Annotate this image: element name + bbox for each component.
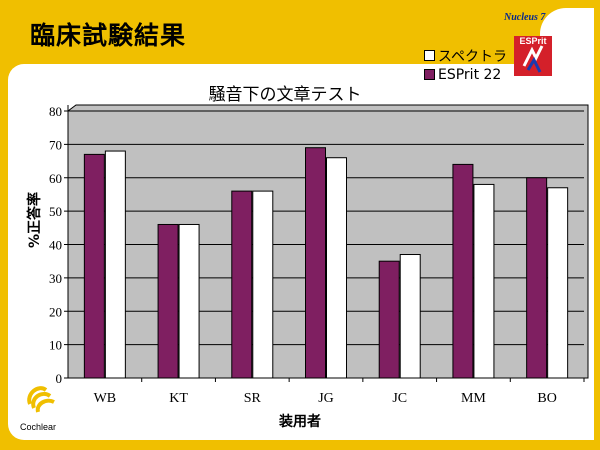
x-tick-label: SR bbox=[244, 391, 262, 406]
esprit-logo-icon bbox=[514, 36, 552, 76]
bar-kt-esprit bbox=[157, 223, 179, 379]
x-axis-label: 装用者 bbox=[279, 414, 321, 430]
cochlear-logo-icon bbox=[24, 382, 58, 418]
bar-kt-spectra bbox=[178, 223, 200, 379]
x-tick-label: BO bbox=[537, 391, 556, 406]
legend-item-spectra: スペクトラ bbox=[424, 46, 507, 65]
legend-swatch-esprit bbox=[424, 69, 435, 80]
y-tick-label: 50 bbox=[49, 204, 62, 219]
nucleus-brand-text: Nucleus 7 bbox=[504, 12, 546, 23]
y-tick-label: 30 bbox=[49, 271, 62, 286]
y-tick-label: 60 bbox=[49, 171, 62, 186]
y-tick-label: 20 bbox=[49, 304, 62, 319]
x-tick-label: JG bbox=[318, 391, 334, 406]
slide-title: 臨床試験結果 bbox=[30, 21, 187, 50]
y-axis-label: %正答率 bbox=[27, 191, 43, 248]
cochlear-logo-text: Cochlear bbox=[20, 422, 57, 432]
y-tick-label: 40 bbox=[49, 238, 62, 253]
bar-jg-spectra bbox=[326, 157, 347, 379]
bar-mm-esprit bbox=[452, 163, 474, 379]
x-tick-label: JC bbox=[392, 391, 407, 406]
legend-label-spectra: スペクトラ bbox=[438, 48, 508, 65]
x-tick-label: WB bbox=[94, 391, 117, 406]
bar-wb-esprit bbox=[83, 153, 105, 379]
y-tick-label: 70 bbox=[49, 137, 62, 152]
bar-sr-esprit bbox=[231, 190, 253, 379]
x-tick-label: KT bbox=[169, 391, 188, 406]
y-tick-label: 10 bbox=[49, 338, 62, 353]
bar-jc-spectra bbox=[399, 254, 421, 379]
legend-swatch-spectra bbox=[424, 50, 435, 61]
bar-jc-esprit bbox=[378, 260, 400, 379]
bar-wb-spectra bbox=[104, 150, 126, 379]
y-tick-label: 80 bbox=[49, 104, 62, 119]
bar-bo-esprit bbox=[526, 177, 548, 379]
legend-item-esprit: ESPrit 22 bbox=[424, 65, 507, 84]
chart-title: 騒音下の文章テスト bbox=[208, 85, 362, 105]
chart-legend: スペクトラ ESPrit 22 bbox=[424, 46, 507, 84]
legend-label-esprit: ESPrit 22 bbox=[438, 66, 502, 83]
bar-mm-spectra bbox=[473, 183, 495, 379]
esprit-logo-text: ESPrit bbox=[519, 36, 547, 46]
bar-jg-esprit bbox=[305, 147, 326, 379]
y-tick-label: 0 bbox=[56, 371, 63, 386]
bar-bo-spectra bbox=[547, 187, 569, 379]
bar-sr-spectra bbox=[252, 190, 274, 379]
x-tick-label: MM bbox=[461, 391, 486, 406]
